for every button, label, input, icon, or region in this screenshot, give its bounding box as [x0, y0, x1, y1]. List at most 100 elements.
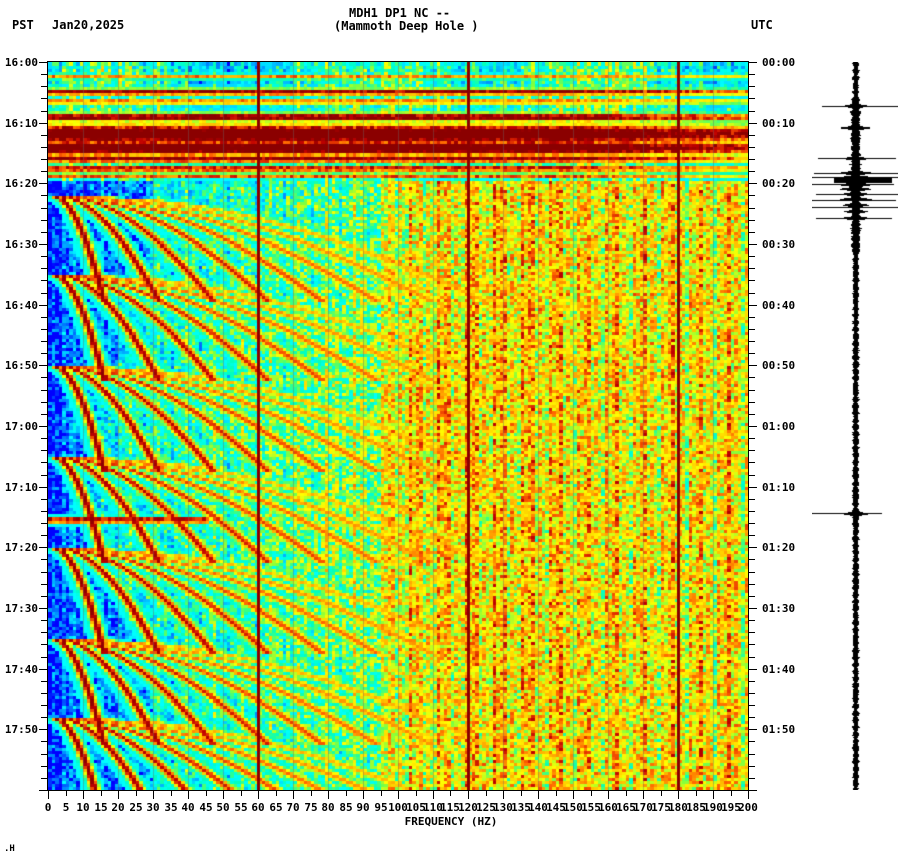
time-tick-minor — [748, 657, 755, 658]
time-tick-minor — [41, 559, 48, 560]
time-tick-minor — [748, 147, 755, 148]
time-tick-minor — [748, 171, 755, 172]
frequency-tick — [311, 790, 312, 796]
frequency-label: 140 — [528, 801, 548, 814]
frequency-tick — [136, 790, 137, 796]
time-tick-minor — [748, 280, 755, 281]
time-tick-minor — [41, 766, 48, 767]
frequency-tick — [101, 790, 102, 796]
frequency-label: 165 — [616, 801, 636, 814]
frequency-label: 150 — [563, 801, 583, 814]
frequency-tick — [241, 790, 242, 796]
time-tick-minor — [41, 414, 48, 415]
time-tick-minor — [748, 717, 755, 718]
time-tick-minor — [748, 390, 755, 391]
spectrogram-plot[interactable] — [48, 62, 748, 790]
frequency-tick — [293, 790, 294, 799]
frequency-label: 85 — [339, 801, 353, 814]
time-tick-minor — [748, 681, 755, 682]
frequency-label: 155 — [581, 801, 601, 814]
frequency-tick — [626, 790, 627, 796]
frequency-tick — [66, 790, 67, 796]
time-tick-minor — [748, 232, 755, 233]
frequency-tick — [433, 790, 434, 799]
time-tick-minor — [41, 280, 48, 281]
time-tick-minor — [748, 705, 755, 706]
time-tick-minor — [748, 268, 755, 269]
time-tick-minor — [748, 159, 755, 160]
time-tick-minor — [748, 559, 755, 560]
time-tick-major — [748, 547, 757, 548]
frequency-tick — [696, 790, 697, 796]
time-tick-minor — [748, 596, 755, 597]
frequency-tick — [573, 790, 574, 799]
station-subtitle: (Mammoth Deep Hole ) — [334, 19, 479, 33]
frequency-tick — [678, 790, 679, 799]
time-tick-major — [748, 487, 757, 488]
seismogram-trace-panel[interactable] — [812, 62, 898, 790]
frequency-label: 95 — [374, 801, 388, 814]
time-label-pst: 17:30 — [4, 602, 38, 615]
spectrogram-canvas[interactable] — [48, 62, 748, 790]
time-tick-major — [39, 729, 48, 730]
time-tick-minor — [41, 438, 48, 439]
time-tick-minor — [41, 232, 48, 233]
time-label-pst: 16:30 — [4, 238, 38, 251]
frequency-tick — [153, 790, 154, 799]
time-tick-major — [39, 365, 48, 366]
time-tick-minor — [748, 450, 755, 451]
time-tick-minor — [41, 159, 48, 160]
time-tick-minor — [748, 293, 755, 294]
time-tick-minor — [748, 499, 755, 500]
timezone-label-right: UTC — [751, 18, 773, 32]
frequency-label: 60 — [251, 801, 265, 814]
time-label-pst: 17:20 — [4, 541, 38, 554]
time-tick-minor — [41, 98, 48, 99]
time-tick-minor — [41, 475, 48, 476]
frequency-tick — [363, 790, 364, 799]
frequency-tick — [346, 790, 347, 796]
frequency-label: 65 — [269, 801, 283, 814]
frequency-label: 70 — [286, 801, 300, 814]
time-tick-minor — [748, 377, 755, 378]
time-tick-major — [748, 426, 757, 427]
frequency-label: 90 — [356, 801, 370, 814]
frequency-tick — [591, 790, 592, 796]
frequency-label: 110 — [423, 801, 443, 814]
time-tick-major — [39, 547, 48, 548]
frequency-label: 45 — [199, 801, 213, 814]
time-tick-major — [39, 790, 48, 791]
time-tick-minor — [748, 511, 755, 512]
time-tick-minor — [748, 98, 755, 99]
time-tick-minor — [748, 317, 755, 318]
frequency-label: 180 — [668, 801, 688, 814]
frequency-label: 185 — [686, 801, 706, 814]
time-tick-minor — [41, 499, 48, 500]
time-tick-minor — [41, 135, 48, 136]
frequency-tick — [328, 790, 329, 799]
frequency-tick — [450, 790, 451, 796]
time-tick-minor — [41, 462, 48, 463]
time-tick-minor — [41, 644, 48, 645]
frequency-label: 125 — [476, 801, 496, 814]
time-tick-minor — [748, 741, 755, 742]
time-tick-major — [748, 244, 757, 245]
time-tick-minor — [41, 584, 48, 585]
frequency-tick — [661, 790, 662, 796]
time-tick-minor — [41, 535, 48, 536]
time-tick-major — [39, 608, 48, 609]
time-tick-minor — [41, 657, 48, 658]
time-tick-major — [748, 669, 757, 670]
frequency-tick — [556, 790, 557, 796]
time-tick-minor — [41, 171, 48, 172]
frequency-tick — [608, 790, 609, 799]
time-tick-minor — [41, 693, 48, 694]
seismogram-trace-canvas[interactable] — [812, 62, 898, 790]
time-tick-minor — [748, 195, 755, 196]
time-tick-minor — [41, 681, 48, 682]
frequency-label: 5 — [62, 801, 70, 814]
time-tick-minor — [41, 778, 48, 779]
time-label-pst: 16:20 — [4, 177, 38, 190]
frequency-tick — [171, 790, 172, 796]
time-tick-major — [39, 244, 48, 245]
